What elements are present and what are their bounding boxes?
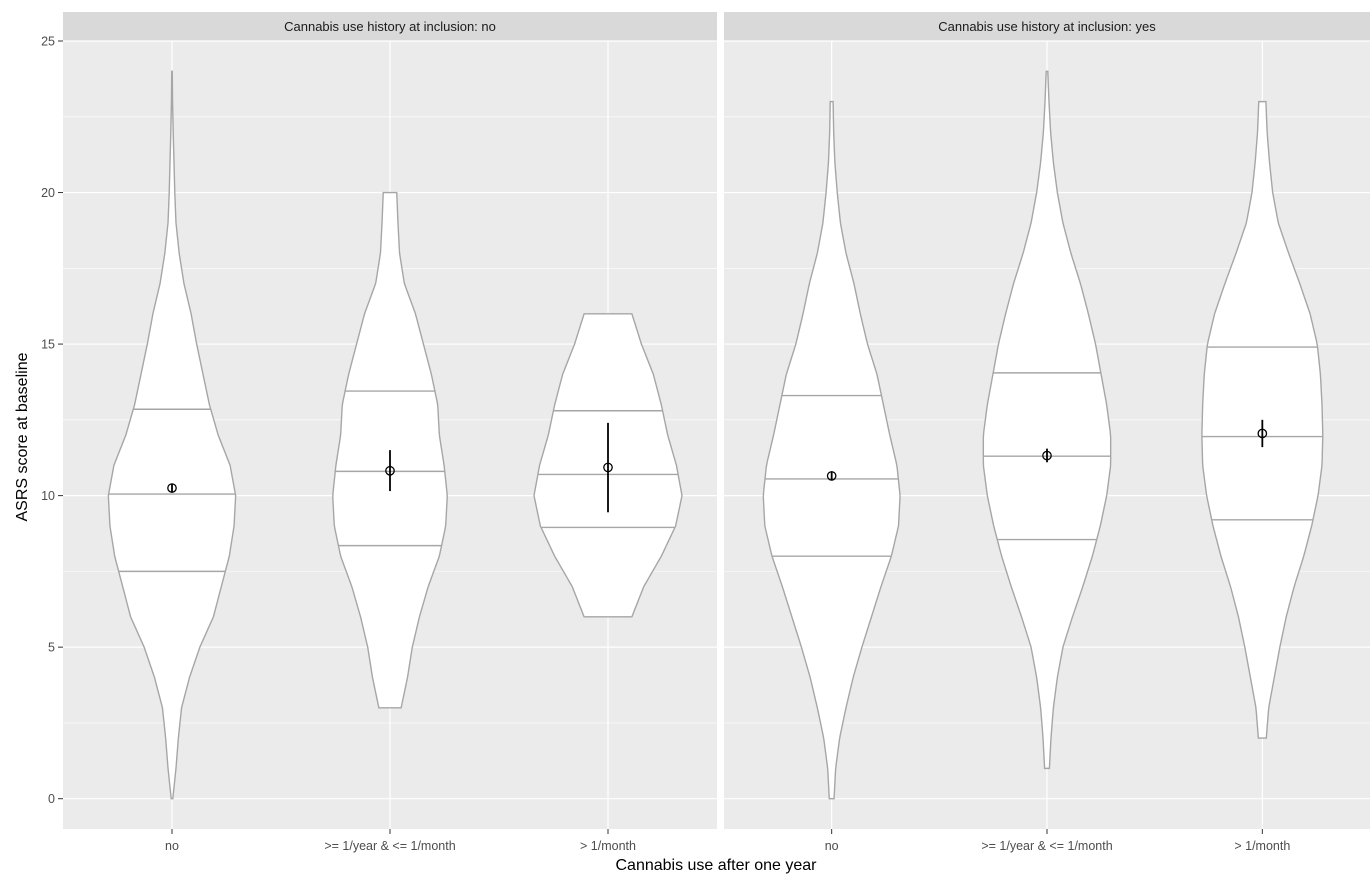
mean-point	[167, 483, 177, 493]
x-tick-label: >= 1/year & <= 1/month	[324, 839, 455, 853]
mean-point	[385, 465, 395, 476]
panels-layer: 0 5 10 15 20 25 Cannabis use history at inclus…	[41, 12, 1370, 853]
x-tick-label: > 1/month	[580, 839, 636, 853]
panel-1: Cannabis use history at inclusion: no no >…	[63, 12, 717, 853]
mean-point	[1042, 450, 1052, 461]
violin-group-3	[1201, 100, 1324, 739]
violin-group-2	[332, 191, 448, 709]
violin-shape	[762, 100, 901, 800]
x-tick-label: no	[165, 839, 179, 853]
y-tick-label-0: 0	[48, 792, 55, 806]
mean-point	[603, 462, 613, 473]
violin-shape	[107, 70, 237, 800]
y-axis-title: ASRS score at baseline	[14, 352, 31, 521]
panel-strip-bg	[724, 12, 1370, 41]
x-tick-label: > 1/month	[1234, 839, 1290, 853]
panel-strip-label: Cannabis use history at inclusion: yes	[938, 19, 1156, 34]
mean-point	[826, 471, 837, 481]
y-tick-label-5: 5	[48, 641, 55, 655]
y-tick-label-20: 20	[41, 186, 55, 200]
violin-group-1	[762, 100, 901, 800]
panel-strip-bg	[63, 12, 717, 41]
panel-strip-label: Cannabis use history at inclusion: no	[284, 19, 496, 34]
x-tick-label: >= 1/year & <= 1/month	[981, 839, 1112, 853]
violin-group-1	[107, 70, 237, 800]
panel-2: Cannabis use history at inclusion: yes no…	[724, 12, 1370, 853]
violin-group-2	[982, 70, 1112, 770]
y-tick-label-10: 10	[41, 489, 55, 503]
x-axis-title: Cannabis use after one year	[615, 857, 817, 874]
mean-point	[1257, 428, 1268, 439]
y-tick-label-15: 15	[41, 338, 55, 352]
violin-group-3	[533, 313, 683, 618]
y-tick-label-25: 25	[41, 35, 55, 49]
x-tick-label: no	[825, 839, 839, 853]
